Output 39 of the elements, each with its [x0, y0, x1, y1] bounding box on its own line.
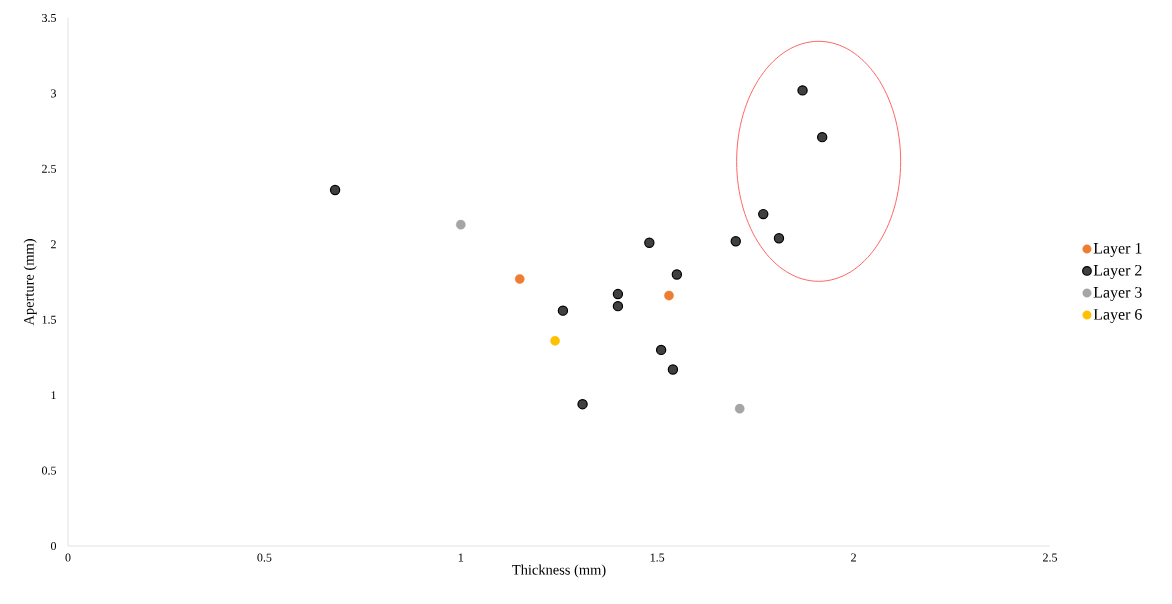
point: [550, 336, 560, 346]
y-axis-title: Aperture (mm): [23, 239, 37, 326]
point: [773, 233, 785, 244]
legend-label: Layer 1: [1093, 242, 1142, 257]
y-tick-label: 1.5: [42, 315, 57, 324]
point: [612, 288, 624, 300]
y-tick-label: 0: [50, 541, 57, 551]
point: [758, 208, 769, 220]
point: [667, 364, 679, 375]
point: [734, 403, 745, 414]
legend-label: Layer 3: [1093, 286, 1142, 301]
point: [671, 269, 683, 280]
legend-label: Layer 2: [1093, 264, 1142, 279]
point: [557, 305, 569, 316]
x-tick-label: 0: [65, 553, 71, 562]
point: [456, 219, 466, 230]
point: [329, 184, 341, 196]
point: [664, 290, 674, 301]
legend-label: Layer 6: [1093, 309, 1142, 323]
x-tick-label: 1: [458, 553, 464, 562]
point: [577, 398, 588, 410]
point: [797, 85, 808, 96]
point: [514, 274, 525, 284]
point: [655, 344, 667, 356]
point: [730, 236, 741, 247]
y-tick-label: 3.5: [42, 13, 57, 23]
y-tick-label: 2.5: [42, 164, 57, 173]
x-tick-label: 2.5: [1043, 553, 1058, 562]
x-tick-label: 1.5: [650, 553, 665, 562]
x-axis-title: Thickness (mm): [512, 564, 606, 578]
y-tick-label: 1: [51, 391, 56, 400]
point: [644, 237, 655, 248]
point: [612, 300, 624, 312]
y-tick-label: 2: [51, 240, 56, 249]
x-tick-label: 2: [851, 553, 856, 562]
x-tick-label: 0.5: [257, 553, 272, 562]
y-tick-label: 3: [51, 89, 57, 98]
point: [816, 131, 828, 143]
y-tick-label: 0.5: [41, 466, 57, 475]
